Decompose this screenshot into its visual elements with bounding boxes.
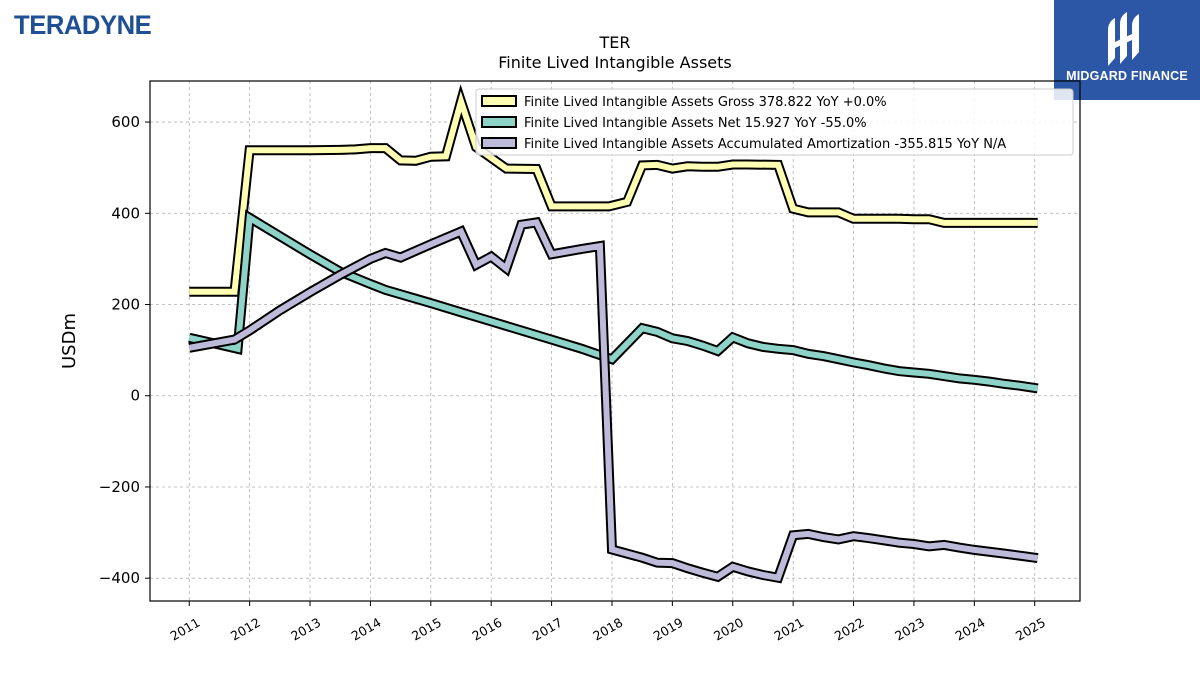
x-tick-label: 2019 [651, 615, 686, 644]
series-layer [188, 84, 1039, 584]
y-tick-label: −200 [99, 478, 140, 496]
y-tick-label: 200 [111, 296, 140, 314]
legend-box [475, 88, 1074, 156]
x-tick-label: 2022 [832, 615, 867, 644]
legend-label-1: Finite Lived Intangible Assets Gross 378… [524, 95, 887, 110]
x-axis: 2011 2012 2013 2014 2015 2016 2017 2018 2019 2020… [167, 601, 1048, 644]
x-tick-label: 2012 [228, 615, 263, 644]
x-tick-label: 2013 [288, 615, 323, 644]
y-axis-label: USDm [59, 313, 80, 369]
x-tick-label: 2017 [530, 615, 565, 644]
x-tick-label: 2020 [711, 615, 746, 644]
x-tick-label: 2023 [892, 615, 927, 644]
series-line-1 [189, 91, 1038, 295]
midgard-finance-name: MIDGARD FINANCE [1066, 69, 1188, 83]
teradyne-logo: TERADYNE [14, 10, 152, 40]
y-tick-label: 600 [111, 113, 140, 131]
x-tick-label: 2016 [469, 615, 504, 644]
x-tick-label: 2024 [953, 615, 988, 644]
midgard-emblem-icon [1108, 12, 1139, 66]
chart-title: TER [599, 33, 631, 52]
x-tick-label: 2018 [590, 615, 625, 644]
x-tick-label: 2015 [409, 615, 444, 644]
y-tick-label: −400 [99, 569, 140, 587]
plot-frame [149, 80, 1081, 602]
legend-swatch-2 [481, 116, 517, 128]
series-line-2 [188, 212, 1039, 392]
x-tick-label: 2014 [349, 615, 384, 644]
x-tick-label: 2025 [1013, 615, 1048, 644]
legend-label-2: Finite Lived Intangible Assets Net 15.92… [524, 116, 867, 131]
legend-label-3: Finite Lived Intangible Assets Accumulat… [524, 137, 1006, 152]
legend: Finite Lived Intangible Assets Gross 378… [475, 88, 1074, 156]
series-outline-2 [188, 209, 1039, 394]
y-tick-label: 0 [130, 387, 140, 405]
legend-swatch-1 [481, 95, 517, 107]
y-tick-label: 400 [111, 204, 140, 222]
y-axis: −400 −200 0 200 400 600 [99, 113, 150, 587]
midgard-finance-logo: MIDGARD FINANCE [1054, 0, 1200, 100]
series-line-3 [188, 219, 1039, 582]
x-tick-label: 2021 [771, 615, 806, 644]
legend-swatch-3 [481, 137, 517, 149]
chart-subtitle: Finite Lived Intangible Assets [498, 53, 731, 72]
x-tick-label: 2011 [167, 615, 202, 644]
